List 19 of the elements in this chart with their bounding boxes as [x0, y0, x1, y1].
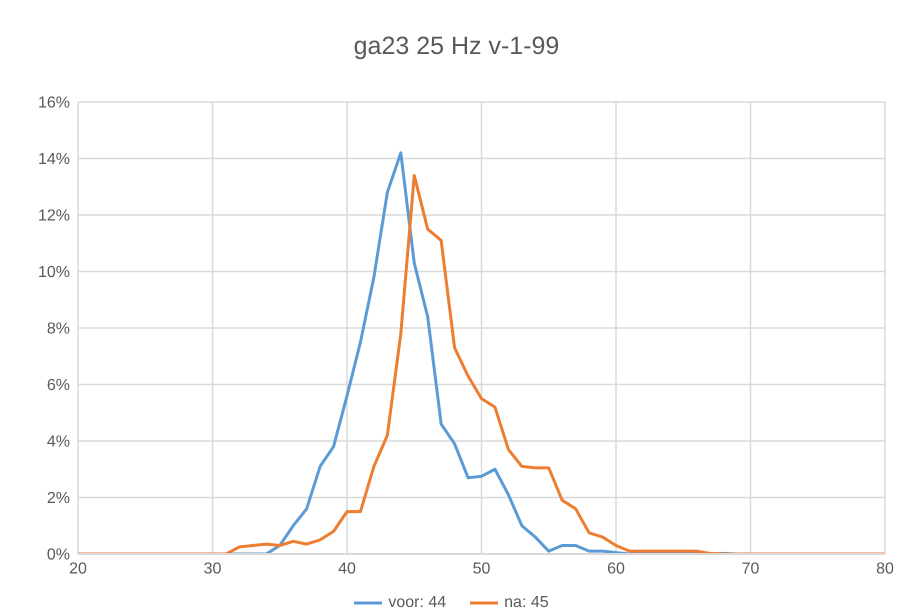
y-tick-label: 12%: [38, 208, 70, 225]
x-tick-label: 30: [204, 560, 222, 578]
x-tick-label: 50: [472, 560, 490, 578]
x-tick-label: 20: [69, 560, 87, 578]
x-tick-label: 60: [607, 560, 625, 578]
legend-label: na: 45: [504, 594, 549, 610]
x-tick-label: 70: [742, 560, 760, 578]
y-tick-label: 0%: [46, 546, 70, 564]
y-tick-label: 4%: [46, 434, 70, 451]
y-tick-label: 10%: [38, 264, 70, 282]
y-tick-label: 14%: [38, 151, 70, 168]
y-tick-label: 8%: [46, 320, 70, 338]
y-tick-label: 6%: [46, 377, 70, 394]
y-tick-label: 16%: [38, 94, 70, 112]
x-tick-label: 80: [876, 560, 894, 578]
chart-title: ga23 25 Hz v-1-99: [352, 31, 560, 62]
y-tick-label: 2%: [46, 490, 70, 508]
legend-label: voor: 44: [388, 594, 446, 610]
x-tick-label: 40: [338, 560, 356, 578]
